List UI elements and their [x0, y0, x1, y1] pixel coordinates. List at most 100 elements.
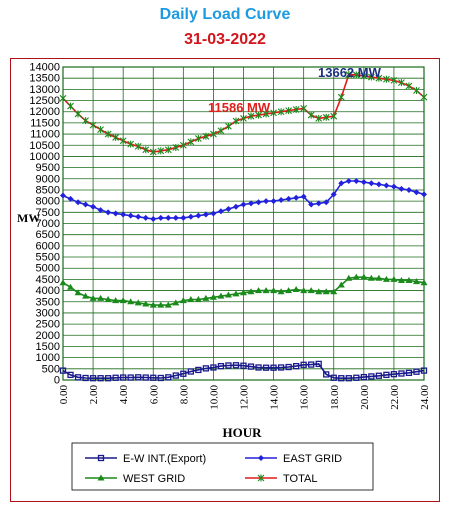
- data-point-west-grid: [390, 275, 398, 282]
- data-point-east-grid: [360, 179, 367, 186]
- x-tick-label: 22.00: [389, 385, 401, 410]
- data-point-east-grid: [180, 214, 187, 221]
- data-point-east-grid: [202, 211, 209, 218]
- series-total: [59, 71, 428, 156]
- data-point-east-grid: [353, 178, 360, 185]
- x-tick-label: 6.00: [148, 385, 160, 405]
- y-tick-label: 13500: [29, 73, 60, 85]
- data-point-west-grid: [262, 287, 270, 294]
- chart-title: Daily Load Curve: [159, 6, 291, 23]
- data-point-east-grid: [413, 189, 420, 196]
- data-point-east-grid: [383, 182, 390, 189]
- data-point-west-grid: [164, 301, 172, 308]
- data-point-west-grid: [104, 296, 112, 303]
- legend-label: E-W INT.(Export): [123, 453, 206, 465]
- data-point-east-grid: [421, 191, 427, 198]
- data-point-total: [134, 142, 142, 150]
- data-point-e-w-int-export: [360, 373, 367, 381]
- data-point-east-grid: [390, 183, 397, 190]
- data-point-east-grid: [195, 212, 202, 219]
- data-point-e-w-int-export: [255, 364, 262, 371]
- data-point-west-grid: [240, 289, 247, 296]
- y-tick-labels: 0500100015002000250030003500400045005000…: [29, 62, 60, 387]
- data-point-total: [179, 141, 187, 149]
- legend-item: WEST GRID: [85, 473, 185, 485]
- data-point-total: [330, 112, 338, 120]
- data-point-e-w-int-export: [383, 371, 390, 379]
- data-point-e-w-int-export: [405, 369, 413, 376]
- data-point-total: [270, 109, 277, 117]
- data-point-west-grid: [134, 299, 142, 306]
- chart-frame: [10, 58, 440, 502]
- data-point-west-grid: [307, 287, 315, 294]
- data-point-e-w-int-export: [300, 361, 307, 368]
- data-point-e-w-int-export: [353, 374, 360, 381]
- data-point-west-grid: [292, 285, 300, 292]
- data-point-e-w-int-export: [232, 362, 240, 369]
- y-tick-label: 10500: [29, 140, 60, 152]
- data-point-e-w-int-export: [97, 375, 104, 382]
- data-point-total: [149, 148, 157, 156]
- data-point-west-grid: [330, 288, 338, 295]
- y-tick-label: 1000: [36, 352, 60, 364]
- y-tick-label: 9000: [36, 173, 60, 185]
- y-tick-label: 5000: [36, 263, 60, 275]
- data-point-e-w-int-export: [120, 374, 127, 381]
- data-point-e-w-int-export: [398, 370, 405, 377]
- y-tick-label: 9500: [36, 162, 60, 174]
- data-point-east-grid: [67, 195, 74, 202]
- y-tick-label: 0: [54, 375, 60, 387]
- data-point-west-grid: [277, 288, 285, 295]
- legend-marker: [97, 454, 105, 462]
- data-point-e-w-int-export: [375, 372, 383, 379]
- data-point-west-grid: [67, 283, 75, 290]
- data-point-west-grid: [187, 296, 195, 303]
- data-point-east-grid: [90, 203, 97, 210]
- data-point-west-grid: [405, 277, 413, 284]
- data-point-west-grid: [360, 273, 368, 280]
- data-point-total: [112, 133, 120, 141]
- data-point-west-grid: [420, 279, 428, 286]
- data-point-e-w-int-export: [240, 362, 247, 369]
- data-point-total: [383, 75, 390, 83]
- gridlines: [62, 66, 425, 381]
- x-tick-label: 4.00: [118, 385, 130, 405]
- data-point-e-w-int-export: [285, 363, 292, 371]
- data-point-e-w-int-export: [82, 374, 89, 382]
- data-point-east-grid: [127, 212, 134, 219]
- data-point-e-w-int-export: [330, 374, 337, 381]
- x-tick-label: 14.00: [269, 385, 281, 410]
- data-point-west-grid: [157, 301, 165, 308]
- data-point-west-grid: [224, 291, 232, 298]
- x-tick-label: 8.00: [178, 385, 190, 405]
- data-point-east-grid: [217, 208, 224, 215]
- data-point-e-w-int-export: [67, 371, 74, 379]
- data-point-total: [225, 122, 232, 130]
- data-point-east-grid: [285, 195, 292, 202]
- data-point-east-grid: [225, 205, 232, 212]
- data-point-total: [277, 108, 285, 116]
- x-tick-labels: 0.00 2.00 4.00 6.00 8.00 10.00 12.00 14.00 16.00…: [58, 385, 431, 410]
- y-tick-label: 12500: [29, 95, 60, 107]
- data-point-east-grid: [323, 199, 330, 206]
- data-point-e-w-int-export: [104, 375, 112, 382]
- data-point-total: [292, 105, 300, 113]
- y-tick-label: 2000: [36, 330, 60, 342]
- series-east-grid: [60, 178, 427, 223]
- legend-label: EAST GRID: [283, 453, 342, 465]
- data-point-e-w-int-export: [187, 368, 195, 375]
- data-point-east-grid: [232, 203, 239, 210]
- data-point-east-grid: [157, 214, 164, 221]
- data-point-east-grid: [345, 178, 352, 185]
- data-point-total: [164, 146, 172, 154]
- data-point-west-grid: [247, 288, 255, 295]
- data-point-total: [337, 93, 345, 101]
- data-point-west-grid: [82, 292, 90, 299]
- x-tick-label: 2.00: [88, 385, 100, 405]
- x-tick-label: 24.00: [419, 385, 431, 410]
- data-point-e-w-int-export: [180, 370, 187, 377]
- data-point-west-grid: [232, 290, 240, 297]
- y-tick-label: 14000: [29, 62, 60, 74]
- data-point-total: [172, 143, 180, 151]
